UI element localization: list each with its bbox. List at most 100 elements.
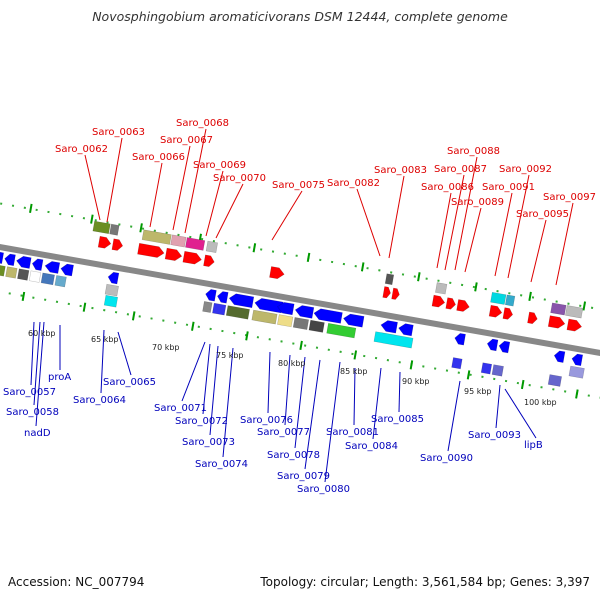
gene-label-saro-0063: Saro_0063	[92, 127, 145, 138]
guide-dot	[433, 367, 437, 370]
guide-dot	[295, 254, 298, 257]
guide-dot	[162, 319, 165, 322]
tick-major	[90, 214, 94, 224]
feature-block	[28, 270, 42, 283]
guide-dot	[445, 369, 449, 372]
guide-dot	[126, 313, 130, 316]
forward-gene-arrow	[527, 311, 538, 324]
feature-block	[505, 294, 516, 307]
label-leader-line	[205, 170, 224, 237]
feature-block	[308, 319, 325, 333]
guide-dot	[67, 302, 70, 306]
guide-dot	[130, 225, 133, 228]
guide-dot	[47, 210, 50, 214]
guide-dot	[390, 271, 393, 274]
guide-dot	[319, 258, 322, 262]
guide-dot	[528, 384, 531, 387]
guide-dot	[327, 348, 330, 351]
label-leader-line	[84, 154, 101, 221]
gene-label-saro-0065: Saro_0065	[103, 377, 156, 388]
guide-dot	[493, 377, 496, 381]
guide-dot	[260, 248, 263, 251]
scale-label: 95 kbp	[464, 387, 492, 396]
guide-dot	[221, 329, 224, 333]
label-leader-line	[35, 321, 45, 427]
gene-label-nadd: nadD	[24, 428, 51, 439]
guide-dot	[398, 361, 401, 364]
reverse-gene-arrow	[454, 333, 466, 346]
guide-dot	[248, 246, 251, 249]
reverse-gene-arrow	[398, 323, 414, 337]
forward-gene-arrow	[164, 247, 183, 261]
feature-block	[547, 374, 562, 387]
feature-block	[490, 291, 507, 305]
reverse-gene-arrow	[205, 289, 217, 302]
label-leader-line	[30, 321, 35, 386]
guide-dot	[11, 204, 15, 207]
guide-dot	[224, 242, 227, 245]
guide-dot	[82, 217, 86, 220]
guide-dot	[354, 265, 357, 268]
label-leader-line	[372, 367, 382, 440]
tick-major	[191, 321, 195, 331]
feature-block	[141, 229, 172, 245]
reverse-gene-arrow	[0, 251, 4, 264]
forward-gene-arrow	[382, 286, 391, 299]
label-leader-line	[172, 145, 191, 231]
guide-dot	[185, 323, 189, 326]
guide-dot	[552, 388, 555, 391]
guide-dot	[516, 381, 520, 385]
label-leader-line	[149, 162, 163, 228]
dotted-guide-lines	[0, 202, 600, 399]
guide-dot	[413, 275, 416, 278]
guide-dot	[472, 285, 476, 289]
scale-label: 60 kbp	[28, 329, 56, 338]
guide-dot	[496, 290, 499, 293]
guide-dot	[540, 386, 543, 389]
feature-block	[550, 302, 567, 316]
reverse-gene-arrow	[228, 293, 255, 309]
gene-label-saro-0062: Saro_0062	[55, 144, 108, 155]
gene-label-saro-0092: Saro_0092	[499, 164, 552, 175]
forward-gene-arrow	[203, 254, 215, 267]
feature-block	[103, 294, 118, 308]
guide-dot	[212, 239, 216, 243]
tick-major	[466, 370, 471, 380]
guide-dot	[233, 331, 236, 335]
gene-label-proa: proA	[48, 372, 71, 383]
guide-dot	[70, 214, 74, 218]
guide-dot	[339, 350, 342, 353]
tick-major	[139, 223, 143, 233]
genome-title: Novosphingobium aromaticivorans DSM 1244…	[92, 9, 508, 24]
guide-dot	[484, 287, 487, 291]
guide-dot	[508, 292, 511, 295]
forward-gene-arrow	[97, 236, 112, 249]
feature-block	[104, 283, 119, 297]
guide-dot	[437, 279, 440, 282]
guide-dot	[256, 336, 260, 339]
forward-gene-arrow	[137, 242, 165, 258]
tick-major	[252, 243, 257, 253]
gene-label-saro-0070: Saro_0070	[213, 173, 266, 184]
accession-text: Accession: NC_007794	[8, 575, 145, 589]
guide-dot	[0, 202, 3, 205]
forward-gene-arrow	[431, 294, 446, 308]
reverse-gene-arrow	[254, 298, 284, 314]
scale-labels: 60 kbp 65 kbp 70 kbp 75 kbp 80 kbp 85 kbp 90 k…	[28, 329, 557, 407]
scale-label: 80 kbp	[278, 359, 306, 368]
guide-dot	[587, 394, 590, 397]
feature-block	[384, 273, 395, 286]
guide-dot	[20, 294, 23, 297]
feature-block	[326, 322, 357, 339]
feature-block	[185, 237, 206, 251]
guide-dot	[141, 227, 145, 230]
feature-block	[40, 272, 55, 286]
reverse-gene-arrow	[553, 350, 566, 363]
feature-block	[491, 364, 504, 377]
scale-label: 85 kbp	[340, 367, 368, 376]
tick-major	[82, 302, 87, 312]
gene-label-saro-0088: Saro_0088	[447, 146, 500, 157]
tick-major	[528, 291, 532, 302]
